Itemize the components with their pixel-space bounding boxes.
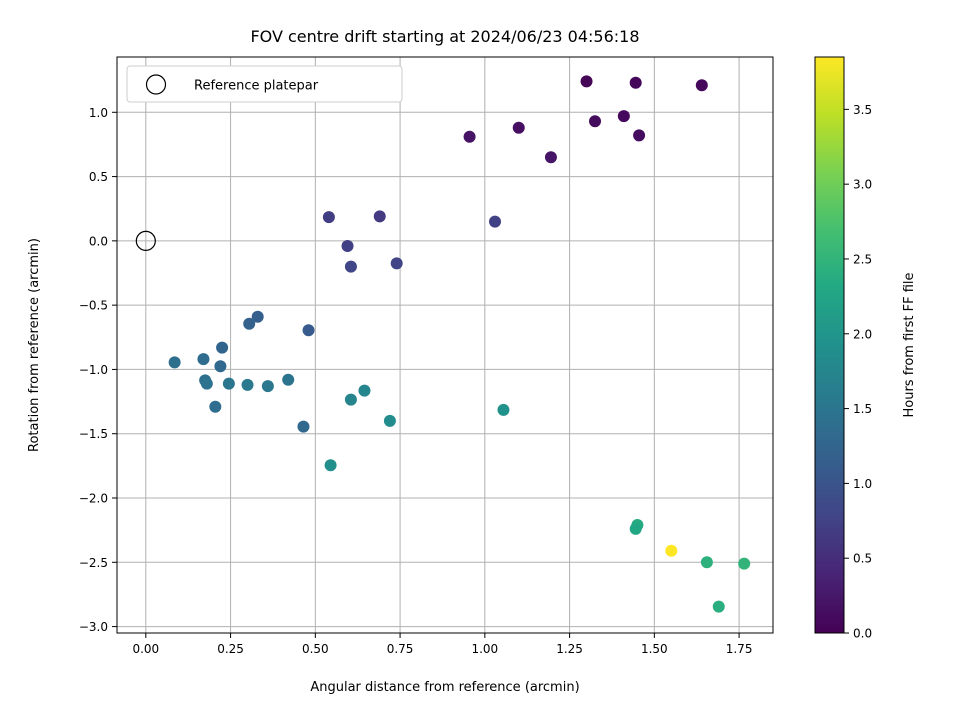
- scatter-point: [633, 129, 646, 142]
- x-tick-label: 0.75: [387, 642, 414, 656]
- scatter-point: [197, 353, 210, 366]
- y-tick-label: −0.5: [79, 299, 108, 313]
- colorbar-tick-label: 2.5: [853, 252, 872, 266]
- scatter-point: [489, 215, 502, 228]
- y-tick-label: 0.5: [89, 170, 108, 184]
- scatter-point: [209, 400, 222, 413]
- scatter-point: [261, 380, 274, 393]
- chart-title: FOV centre drift starting at 2024/06/23 …: [250, 27, 639, 46]
- y-tick-label: −2.0: [79, 492, 108, 506]
- colorbar-tick-label: 3.5: [853, 103, 872, 117]
- grid: [117, 57, 773, 633]
- scatter-point: [200, 377, 213, 390]
- colorbar-tick-label: 0.5: [853, 552, 872, 566]
- y-tick-label: −3.0: [79, 620, 108, 634]
- scatter-point: [322, 211, 335, 224]
- scatter-point: [297, 420, 310, 433]
- x-axis-ticks: 0.00 0.25 0.50 0.75 1.00 1.25 1.50 1.75: [132, 633, 752, 656]
- x-axis-label: Angular distance from reference (arcmin): [310, 680, 579, 695]
- scatter-point: [222, 377, 235, 390]
- scatter-point: [168, 356, 181, 369]
- reference-marker: [135, 230, 156, 251]
- scatter-point: [589, 115, 602, 128]
- reference-platepar-marker: [135, 230, 156, 251]
- scatter-point: [344, 260, 357, 273]
- colorbar: 0.0 0.5 1.0 1.5 2.0 2.5 3.0 3.5 Hours from firs…: [814, 56, 917, 641]
- scatter-point: [282, 373, 295, 386]
- scatter-point: [251, 310, 264, 323]
- x-tick-label: 0.50: [302, 642, 329, 656]
- scatter-point: [324, 459, 337, 472]
- data-points: [168, 75, 751, 613]
- scatter-point: [665, 544, 678, 557]
- scatter-point: [341, 240, 354, 252]
- x-tick-label: 1.50: [641, 642, 668, 656]
- x-tick-label: 0.25: [217, 642, 244, 656]
- colorbar-label: Hours from first FF file: [902, 272, 917, 417]
- scatter-point: [463, 130, 476, 143]
- scatter-point: [738, 557, 751, 570]
- scatter-point: [544, 151, 557, 164]
- scatter-point: [712, 600, 725, 613]
- legend-entry: Reference platepar: [194, 79, 319, 94]
- y-tick-label: 1.0: [89, 106, 108, 120]
- scatter-point: [214, 360, 227, 373]
- y-tick-label: −2.5: [79, 556, 108, 570]
- scatter-point: [695, 79, 708, 92]
- scatter-point: [241, 378, 254, 391]
- scatter-point: [302, 324, 315, 337]
- x-tick-label: 0.00: [132, 642, 159, 656]
- colorbar-tick-label: 3.0: [853, 178, 872, 192]
- colorbar-tick-label: 2.0: [853, 327, 872, 341]
- colorbar-ticks: 0.0 0.5 1.0 1.5 2.0 2.5 3.0 3.5: [844, 103, 872, 641]
- scatter-point: [497, 403, 510, 416]
- y-axis-label: Rotation from reference (arcmin): [27, 238, 42, 452]
- colorbar-tick-label: 1.0: [853, 477, 872, 491]
- scatter-point: [580, 75, 593, 88]
- y-tick-label: −1.5: [79, 427, 108, 441]
- scatter-point: [700, 556, 713, 569]
- scatter-point: [358, 384, 371, 397]
- legend-reference-marker: [145, 74, 167, 95]
- scatter-point: [383, 414, 396, 427]
- scatter-point: [243, 317, 256, 330]
- scatter-point: [344, 393, 357, 406]
- scatter-point: [629, 76, 642, 89]
- scatter-point: [373, 210, 386, 223]
- scatter-point: [629, 522, 642, 535]
- colorbar-tick-label: 0.0: [853, 627, 872, 641]
- scatter-point: [617, 110, 630, 123]
- plot-area: 0.00 0.25 0.50 0.75 1.00 1.25 1.50 1.75 1.0 0.5 0…: [79, 56, 774, 656]
- legend: Reference platepar: [126, 65, 403, 103]
- x-tick-label: 1.75: [726, 642, 753, 656]
- y-tick-label: −1.0: [79, 363, 108, 377]
- y-tick-label: 0.0: [89, 234, 108, 248]
- scatter-point: [512, 121, 525, 134]
- x-tick-label: 1.00: [471, 642, 498, 656]
- scatter-point: [216, 341, 229, 354]
- scatter-point: [390, 257, 403, 270]
- y-axis-ticks: 1.0 0.5 0.0 −0.5 −1.0 −1.5 −2.0 −2.5 −3.0: [79, 106, 117, 634]
- colorbar-gradient: [814, 56, 845, 634]
- x-tick-label: 1.25: [556, 642, 583, 656]
- colorbar-tick-label: 1.5: [853, 402, 872, 416]
